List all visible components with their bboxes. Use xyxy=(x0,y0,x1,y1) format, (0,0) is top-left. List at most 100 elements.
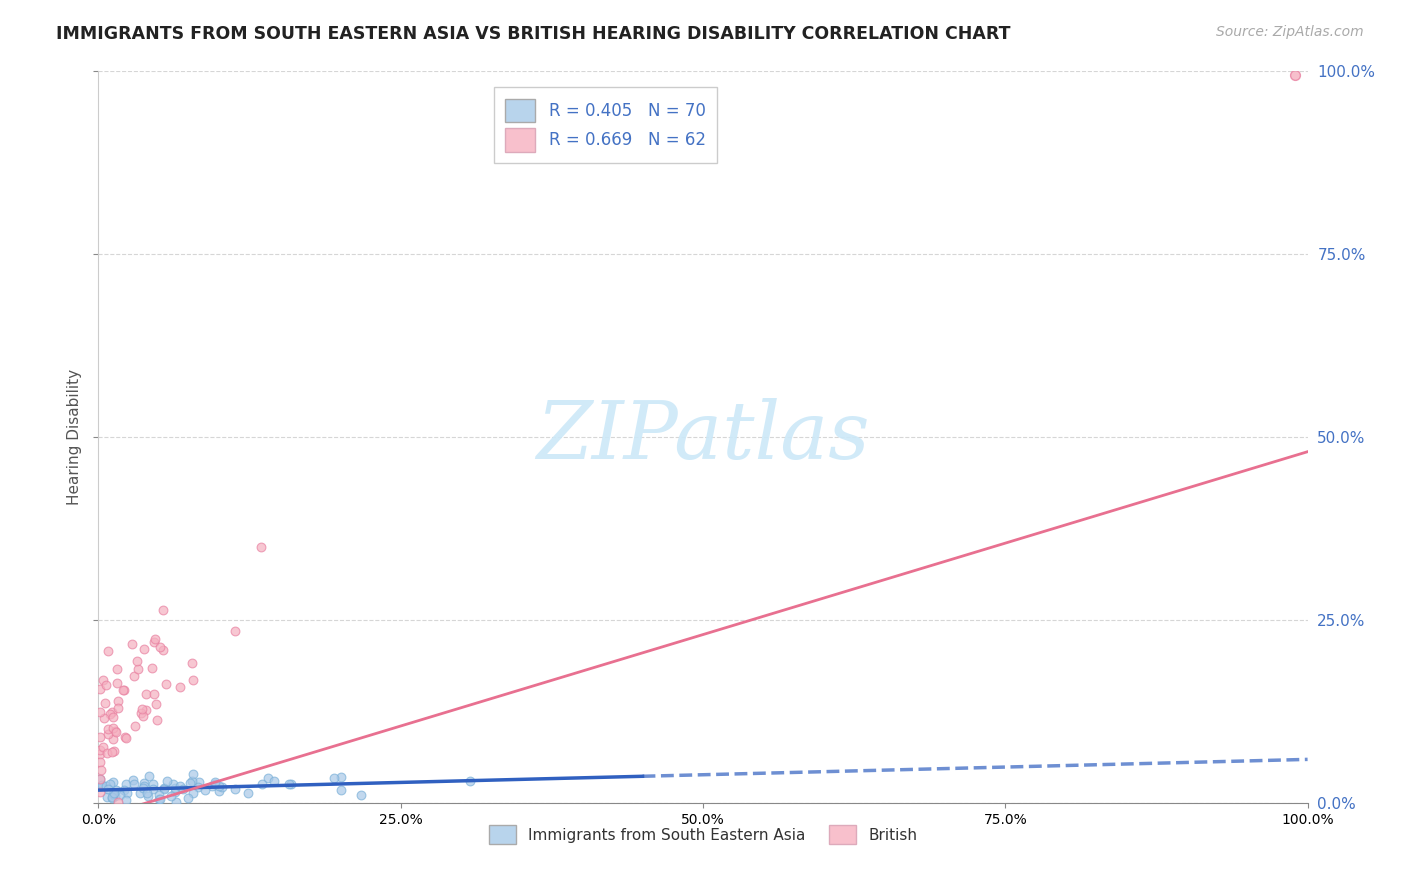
Point xyxy=(201,780,224,794)
Point xyxy=(103,744,125,758)
Point xyxy=(165,796,187,810)
Point xyxy=(129,787,152,801)
Point xyxy=(97,727,120,741)
Point xyxy=(1284,68,1306,82)
Point xyxy=(101,775,124,789)
Point xyxy=(105,675,128,690)
Point xyxy=(100,789,122,804)
Point xyxy=(115,776,138,790)
Point xyxy=(108,788,131,802)
Point xyxy=(115,793,138,807)
Point xyxy=(97,782,120,797)
Point xyxy=(155,677,177,691)
Point xyxy=(145,713,167,727)
Point xyxy=(127,654,149,668)
Point xyxy=(101,791,124,805)
Point xyxy=(89,755,111,769)
Point xyxy=(194,783,217,797)
Point xyxy=(131,702,153,716)
Point xyxy=(236,786,259,800)
Point xyxy=(329,770,352,784)
Point xyxy=(127,662,149,676)
Point xyxy=(136,789,159,803)
Point xyxy=(350,789,373,803)
Point xyxy=(89,705,111,719)
Point xyxy=(172,782,194,797)
Point xyxy=(136,786,159,800)
Point xyxy=(280,777,302,791)
Point xyxy=(148,789,170,803)
Point xyxy=(165,781,187,796)
Point xyxy=(100,705,122,719)
Point xyxy=(179,776,201,790)
Point xyxy=(89,747,111,761)
Point xyxy=(89,772,111,786)
Point xyxy=(91,778,114,792)
Point xyxy=(89,682,111,697)
Point xyxy=(177,790,200,805)
Point xyxy=(134,776,156,790)
Point xyxy=(142,635,165,649)
Point xyxy=(89,779,111,793)
Point xyxy=(183,786,205,800)
Point xyxy=(224,624,246,639)
Point xyxy=(153,782,176,797)
Point xyxy=(94,696,117,710)
Point xyxy=(204,777,226,791)
Point xyxy=(101,710,124,724)
Point xyxy=(101,745,124,759)
Point xyxy=(97,722,120,736)
Text: Source: ZipAtlas.com: Source: ZipAtlas.com xyxy=(1216,25,1364,39)
Point xyxy=(135,703,157,717)
Point xyxy=(115,786,138,800)
Point xyxy=(115,731,138,745)
Point xyxy=(105,782,128,797)
Point xyxy=(89,730,111,744)
Point xyxy=(101,731,124,746)
Point xyxy=(89,785,111,799)
Point xyxy=(89,779,111,793)
Text: IMMIGRANTS FROM SOUTH EASTERN ASIA VS BRITISH HEARING DISABILITY CORRELATION CHA: IMMIGRANTS FROM SOUTH EASTERN ASIA VS BR… xyxy=(56,25,1011,43)
Point xyxy=(104,789,127,804)
Point xyxy=(208,779,231,793)
Point xyxy=(111,683,134,698)
Point xyxy=(211,780,233,794)
Text: ZIPatlas: ZIPatlas xyxy=(536,399,870,475)
Point xyxy=(91,740,114,755)
Point xyxy=(107,693,129,707)
Point xyxy=(224,782,246,797)
Point xyxy=(142,687,165,701)
Point xyxy=(152,642,174,657)
Point xyxy=(94,678,117,692)
Point xyxy=(132,709,155,723)
Point xyxy=(323,771,346,785)
Point xyxy=(160,789,183,803)
Point xyxy=(112,682,135,697)
Point xyxy=(135,687,157,701)
Point xyxy=(98,777,121,791)
Point xyxy=(249,540,271,554)
Y-axis label: Hearing Disability: Hearing Disability xyxy=(67,369,83,505)
Point xyxy=(107,701,129,715)
Point xyxy=(101,787,124,801)
Point xyxy=(97,643,120,657)
Point xyxy=(204,775,226,789)
Point xyxy=(105,662,128,676)
Point xyxy=(142,782,165,797)
Point xyxy=(187,780,209,794)
Point xyxy=(187,774,209,789)
Point xyxy=(145,697,167,711)
Point xyxy=(458,774,481,789)
Point xyxy=(329,783,352,797)
Point xyxy=(263,774,285,789)
Point xyxy=(169,780,191,794)
Point xyxy=(89,743,111,757)
Point xyxy=(169,680,191,694)
Point xyxy=(96,789,118,804)
Point xyxy=(112,783,135,797)
Point xyxy=(138,769,160,783)
Point xyxy=(153,781,176,796)
Point xyxy=(94,779,117,793)
Point xyxy=(149,640,172,654)
Legend: Immigrants from South Eastern Asia, British: Immigrants from South Eastern Asia, Brit… xyxy=(482,819,924,850)
